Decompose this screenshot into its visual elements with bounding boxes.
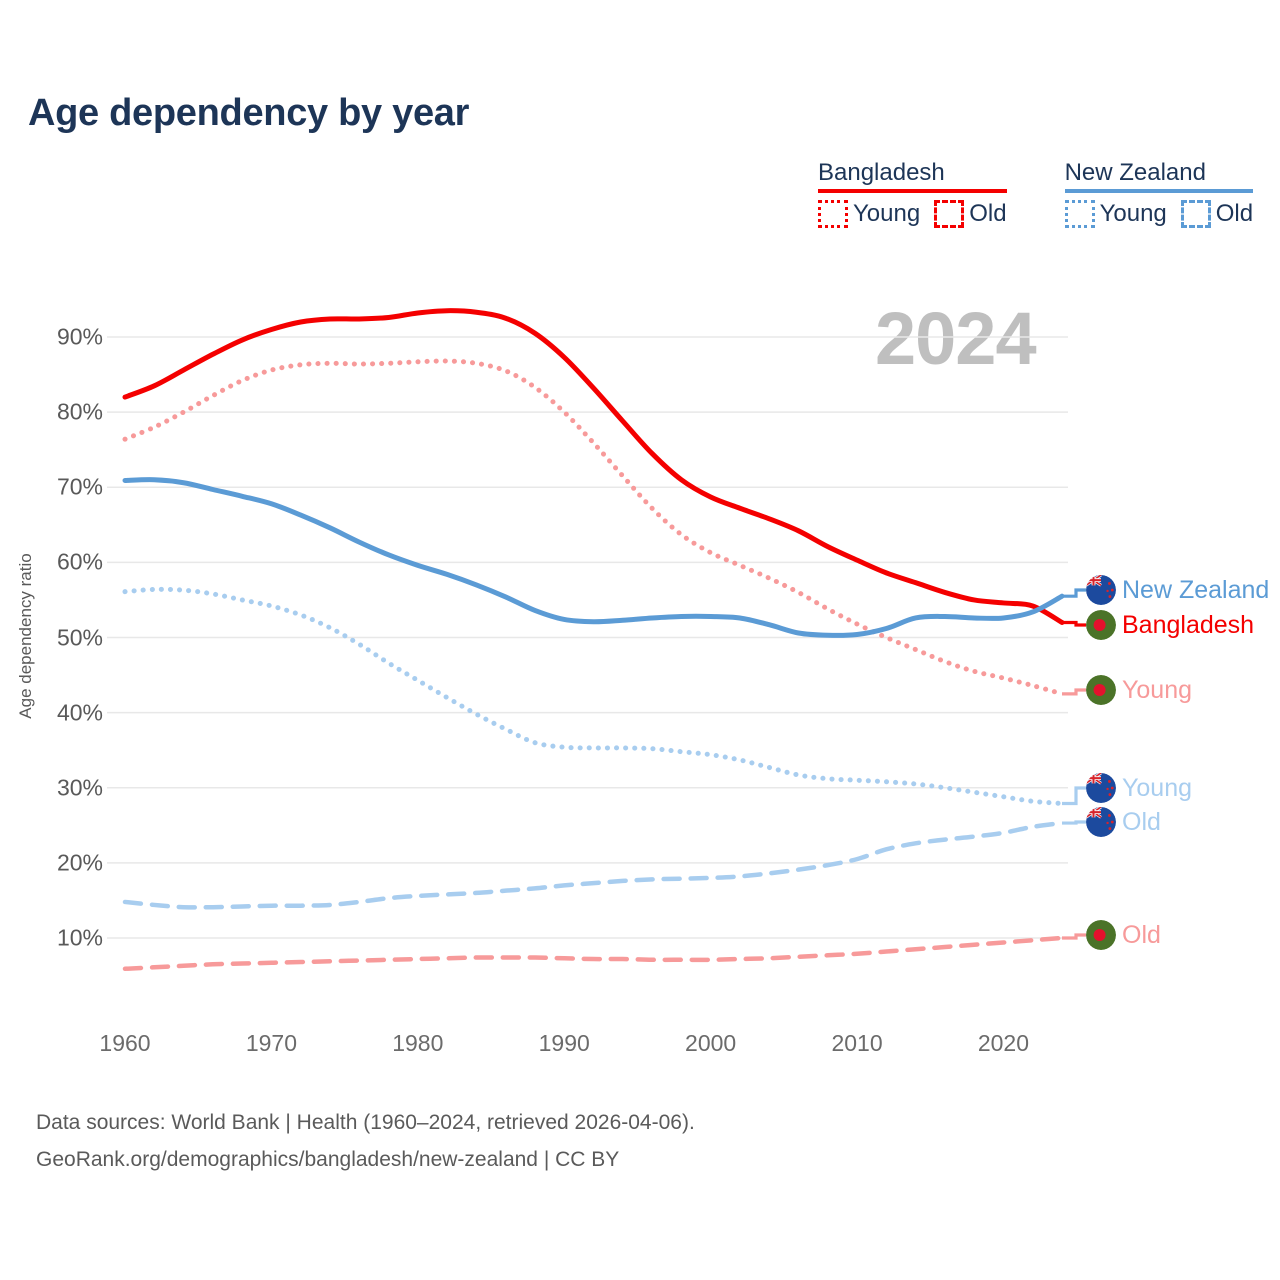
footer-sources: Data sources: World Bank | Health (1960–… [36, 1105, 695, 1179]
series-line [122, 820, 1065, 910]
legend-label-new-zealand-old: Old [1215, 200, 1254, 228]
leader-line [1062, 688, 1086, 696]
y-axis-tick-label: 20% [56, 849, 103, 876]
series-line [122, 586, 1065, 807]
y-axis-tick-label: 90% [56, 323, 103, 350]
x-axis-tick-label: 1960 [99, 1030, 151, 1056]
series-line [122, 477, 1065, 638]
legend-group-bangladesh[interactable]: Bangladesh Young Old [818, 159, 1007, 229]
y-axis-tick-label: 10% [56, 924, 103, 951]
y-axis-tick-label: 50% [56, 624, 103, 650]
new-zealand-flag-icon [1086, 773, 1116, 803]
series-end-label[interactable]: New Zealand [1086, 575, 1269, 605]
legend-country-new-zealand: New Zealand [1064, 159, 1206, 186]
series-end-label-text: Old [1122, 807, 1161, 836]
legend-label-new-zealand-young: Young [1099, 200, 1167, 228]
legend-group-new-zealand[interactable]: New Zealand Young Old [1064, 159, 1254, 229]
new-zealand-flag-icon [1086, 575, 1116, 605]
dotted-swatch-icon [1064, 200, 1095, 229]
bangladesh-flag-icon [1086, 675, 1116, 705]
x-axis-tick-label: 2020 [977, 1030, 1030, 1056]
legend-item-bangladesh-old[interactable]: Old [934, 200, 1007, 229]
new-zealand-flag-icon [1086, 807, 1116, 837]
series-end-label[interactable]: Young [1086, 675, 1192, 705]
series-end-label[interactable]: Old [1086, 920, 1161, 950]
legend-label-bangladesh-old: Old [969, 200, 1007, 228]
series-line [122, 358, 1065, 697]
grid-lines [107, 336, 1068, 939]
y-axis-tick-label: 60% [56, 548, 103, 575]
x-axis-tick-label: 1990 [538, 1030, 590, 1056]
y-axis-tick-label: 70% [56, 473, 103, 500]
bangladesh-flag-icon [1086, 920, 1116, 950]
x-axis-tick-label: 2000 [685, 1030, 737, 1056]
x-axis-tick-label: 1980 [392, 1030, 444, 1056]
legend-label-bangladesh-young: Young [853, 200, 921, 228]
legend-item-new-zealand-old[interactable]: Old [1180, 200, 1254, 229]
leader-line [1062, 933, 1086, 940]
y-axis-tick-label: 80% [56, 398, 103, 425]
series-end-label[interactable]: Bangladesh [1086, 610, 1254, 640]
dashed-swatch-icon [1180, 200, 1211, 229]
series-end-label-text: Bangladesh [1122, 610, 1255, 639]
year-watermark: 2024 [875, 297, 1037, 380]
dashed-swatch-icon [934, 200, 965, 229]
chart-legend: Bangladesh Young Old New Zealand Young O… [818, 159, 1254, 229]
leader-line [1062, 820, 1086, 825]
series-end-label-text: Young [1122, 675, 1192, 704]
footer-line-1: Data sources: World Bank | Health (1960–… [36, 1111, 695, 1134]
dotted-swatch-icon [818, 200, 848, 229]
y-axis-tick-label: 30% [56, 774, 103, 801]
legend-item-new-zealand-young[interactable]: Young [1064, 200, 1167, 229]
leader-line [1062, 786, 1086, 806]
series-end-label[interactable]: Old [1086, 807, 1161, 837]
legend-country-bangladesh: Bangladesh [818, 159, 945, 186]
x-axis-tick-label: 2010 [831, 1030, 883, 1056]
legend-rule-bangladesh [818, 189, 1007, 194]
series-end-label[interactable]: Young [1086, 773, 1192, 803]
series-line [122, 308, 1065, 625]
bangladesh-flag-icon [1086, 610, 1116, 640]
series-end-label-text: Young [1122, 773, 1192, 802]
series-line [122, 935, 1065, 972]
series-end-label-text: Old [1122, 920, 1161, 949]
series-end-label-text: New Zealand [1122, 575, 1270, 604]
legend-rule-new-zealand [1064, 189, 1254, 194]
y-axis-tick-label: 40% [56, 699, 103, 726]
footer-line-2: GeoRank.org/demographics/bangladesh/new-… [36, 1147, 620, 1171]
x-axis-tick-label: 1970 [245, 1030, 297, 1056]
leader-line [1062, 620, 1086, 627]
legend-item-bangladesh-young[interactable]: Young [818, 200, 921, 229]
page-title: Age dependency by year [28, 92, 470, 134]
leader-line [1062, 588, 1086, 598]
